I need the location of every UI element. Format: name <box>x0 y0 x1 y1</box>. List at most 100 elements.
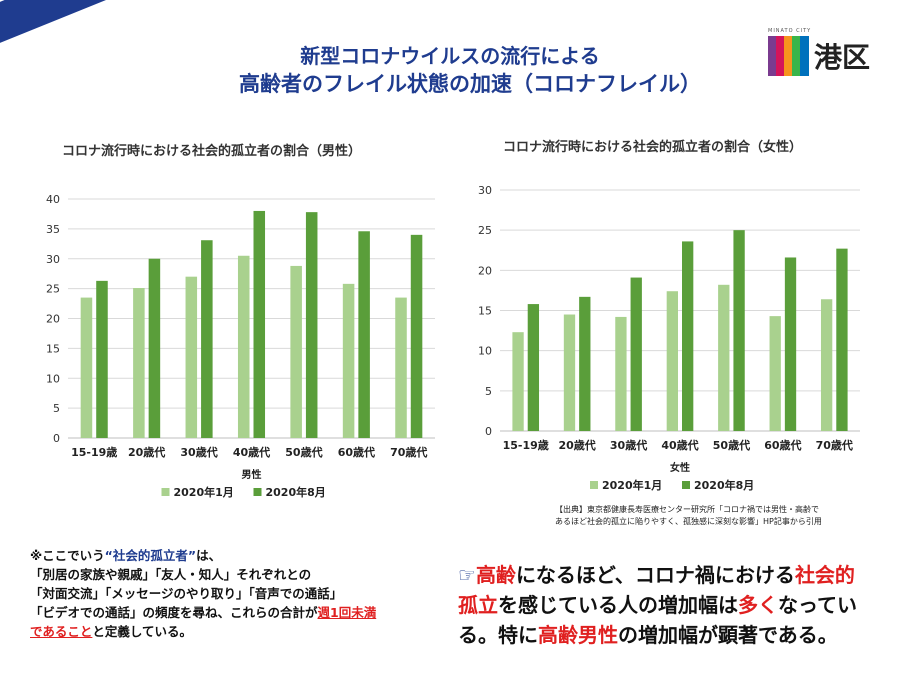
female-bar-jan <box>615 316 627 431</box>
male-xaxis-label: 男性 <box>242 468 262 481</box>
female-ytick-label: 5 <box>485 385 492 398</box>
male-ytick-label: 25 <box>46 283 60 296</box>
female-bar-jan <box>769 316 781 431</box>
note-term: “社会的孤立者” <box>104 548 197 563</box>
male-legend-swatch <box>253 488 262 496</box>
chart-female: 0 5 10 15 20 25 30 15-19歳 20歳代 30歳代 40歳代 50歳代 60歳代 70… <box>478 184 860 492</box>
female-bar-jan <box>512 332 524 431</box>
note-line2: 「別居の家族や親戚」「友人・知人」それぞれとの <box>30 567 312 582</box>
male-xtick-label: 60歳代 <box>338 445 375 459</box>
logo-mark-icon <box>768 36 809 76</box>
note-highlight: 週1回未満 <box>317 605 377 620</box>
female-bar-aug <box>630 277 642 431</box>
logo-text: 港区 <box>814 41 871 74</box>
male-bar-aug <box>96 280 108 438</box>
male-bar-aug <box>201 240 213 438</box>
female-bar-aug <box>527 304 540 431</box>
male-xtick-label: 20歳代 <box>128 445 165 459</box>
female-bar-aug <box>836 248 848 431</box>
page-title-line1: 新型コロナウイルスの流行による <box>300 44 600 68</box>
female-xtick-label: 70歳代 <box>816 438 853 452</box>
page-title-line2: 高齢者のフレイル状態の加速（コロナフレイル） <box>239 72 701 96</box>
chart-title-male: コロナ流行時における社会的孤立者の割合（男性） <box>62 144 362 159</box>
conclusion-text: る。特に <box>458 623 538 647</box>
female-ytick-label: 25 <box>478 224 492 237</box>
conclusion-text: を感じている人の増加幅は <box>498 593 738 617</box>
female-xtick-label: 40歳代 <box>661 438 698 452</box>
male-xtick-label: 70歳代 <box>390 445 427 459</box>
conclusion-highlight: 多く <box>738 593 778 617</box>
conclusion-highlight: 高齢男性 <box>538 623 618 647</box>
conclusion-highlight: 社会的 <box>794 563 855 587</box>
female-ytick-label: 15 <box>478 305 492 318</box>
female-bar-jan <box>563 314 576 431</box>
male-bar-jan <box>342 283 355 438</box>
female-bar-jan <box>666 291 678 431</box>
male-bar-jan <box>133 288 145 438</box>
female-ytick-label: 20 <box>478 264 492 277</box>
male-bar-aug <box>253 210 266 438</box>
female-bar-jan <box>718 284 730 431</box>
female-xtick-label: 20歳代 <box>558 438 595 452</box>
male-bar-aug <box>305 212 318 438</box>
conclusion-highlight: 高齢 <box>475 563 516 587</box>
male-bar-aug <box>358 231 370 438</box>
male-bar-jan <box>185 276 198 438</box>
male-ytick-label: 10 <box>46 372 60 385</box>
male-bar-jan <box>80 297 93 438</box>
female-ytick-label: 0 <box>485 425 492 438</box>
female-bar-aug <box>579 296 591 431</box>
conclusion-highlight: 孤立 <box>458 593 498 617</box>
note-line3: 「対面交流」「メッセージのやり取り」「音声での通話」 <box>30 586 343 601</box>
logo-small-text: MINATO CITY <box>768 28 812 34</box>
note-text: は、 <box>196 548 222 563</box>
female-xtick-label: 30歳代 <box>610 438 647 452</box>
conclusion-text: になるほど、コロナ禍における <box>515 563 795 587</box>
chart-title-female: コロナ流行時における社会的孤立者の割合（女性） <box>503 140 803 155</box>
note-line4: 「ビデオでの通話」の頻度を尋ね、これらの合計が <box>30 605 318 620</box>
female-legend-label: 2020年1月 <box>602 478 662 492</box>
female-legend-swatch <box>682 481 690 489</box>
source-line1: 【出典】東京都健康長寿医療センター研究所「コロナ禍では男性・高齢で <box>555 505 819 514</box>
male-xtick-label: 40歳代 <box>233 445 270 459</box>
male-xtick-label: 30歳代 <box>180 445 217 459</box>
pointing-hand-icon: ☞ <box>458 563 476 587</box>
note-highlight: であること <box>30 624 93 639</box>
female-xaxis-label: 女性 <box>670 461 690 474</box>
male-ytick-label: 5 <box>53 402 60 415</box>
male-xtick-label: 50歳代 <box>285 445 322 459</box>
female-legend-swatch <box>590 481 598 489</box>
note-text: ※ここでいう <box>30 548 105 563</box>
male-xtick-label: 15-19歳 <box>71 445 117 459</box>
male-ytick-label: 15 <box>46 342 60 355</box>
male-ytick-label: 40 <box>46 193 60 206</box>
definition-note: ※ここでいう“社会的孤立者”は、 「別居の家族や親戚」「友人・知人」それぞれとの… <box>30 546 440 641</box>
conclusion-text: なってい <box>778 593 857 617</box>
source-line2: あるほど社会的孤立に陥りやすく、孤独感に深刻な影響」HP記事から引用 <box>555 517 822 526</box>
note-line5: と定義している。 <box>92 624 193 639</box>
female-ytick-label: 10 <box>478 345 492 358</box>
female-legend-label: 2020年8月 <box>694 478 754 492</box>
male-legend-label: 2020年1月 <box>174 485 234 499</box>
female-bar-aug <box>733 230 745 431</box>
male-bar-jan <box>395 297 407 438</box>
female-xtick-label: 15-19歳 <box>503 438 549 452</box>
minato-logo: MINATO CITY 港区 <box>768 28 878 80</box>
female-xtick-label: 60歳代 <box>764 438 801 452</box>
chart-male: 0 5 10 15 20 25 30 35 40 15-19歳 20歳代 30歳代 40歳代 50歳代 60… <box>46 193 435 499</box>
female-bar-aug <box>784 257 797 431</box>
male-bar-aug <box>148 258 161 438</box>
conclusion-note: ☞高齢になるほど、コロナ禍における社会的孤立を感じている人の増加幅は多くなってい… <box>458 560 888 650</box>
male-legend-swatch <box>161 488 170 496</box>
male-bar-aug <box>410 234 423 438</box>
male-ytick-label: 0 <box>53 432 60 445</box>
female-ytick-label: 30 <box>478 184 492 197</box>
conclusion-text: の増加幅が顕著である。 <box>618 623 838 647</box>
male-ytick-label: 20 <box>46 313 60 326</box>
male-bar-jan <box>237 255 250 438</box>
source-citation: 【出典】東京都健康長寿医療センター研究所「コロナ禍では男性・高齢で あるほど社会… <box>555 504 875 528</box>
female-bar-jan <box>820 299 833 431</box>
male-legend-label: 2020年8月 <box>266 485 326 499</box>
female-bar-aug <box>682 241 694 431</box>
male-ytick-label: 30 <box>46 253 60 266</box>
